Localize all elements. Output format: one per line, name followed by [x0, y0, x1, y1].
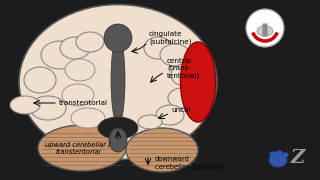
Ellipse shape: [168, 88, 196, 108]
Text: uncal: uncal: [171, 107, 190, 113]
Ellipse shape: [62, 84, 94, 106]
Ellipse shape: [171, 64, 199, 86]
Text: upward cerebellar /
transtentorial: upward cerebellar / transtentorial: [45, 141, 111, 154]
Ellipse shape: [138, 115, 162, 129]
FancyBboxPatch shape: [262, 24, 268, 37]
Ellipse shape: [30, 96, 66, 120]
Text: cingulate
(subfalcine): cingulate (subfalcine): [149, 31, 191, 45]
Ellipse shape: [269, 153, 287, 167]
Ellipse shape: [144, 37, 172, 59]
Text: transtentorial: transtentorial: [59, 100, 108, 106]
Ellipse shape: [109, 128, 127, 152]
Ellipse shape: [24, 67, 56, 93]
Ellipse shape: [41, 41, 79, 69]
Ellipse shape: [156, 105, 184, 125]
Ellipse shape: [10, 96, 40, 114]
Ellipse shape: [65, 59, 95, 81]
Circle shape: [246, 9, 284, 47]
Text: downward
cerebellar (tonsillar): downward cerebellar (tonsillar): [155, 156, 223, 170]
Ellipse shape: [111, 35, 125, 125]
Ellipse shape: [269, 152, 276, 156]
Ellipse shape: [38, 125, 126, 171]
Ellipse shape: [276, 150, 283, 156]
Ellipse shape: [76, 32, 104, 52]
Ellipse shape: [257, 26, 273, 36]
Ellipse shape: [19, 4, 217, 159]
Ellipse shape: [160, 44, 190, 66]
Ellipse shape: [60, 37, 90, 59]
Text: central
(trans-
tentorial): central (trans- tentorial): [167, 57, 200, 78]
Ellipse shape: [282, 152, 289, 158]
Ellipse shape: [71, 108, 105, 128]
Text: Z: Z: [291, 149, 305, 167]
Ellipse shape: [126, 128, 198, 172]
Ellipse shape: [98, 117, 138, 139]
Ellipse shape: [104, 24, 132, 52]
Ellipse shape: [180, 42, 215, 122]
